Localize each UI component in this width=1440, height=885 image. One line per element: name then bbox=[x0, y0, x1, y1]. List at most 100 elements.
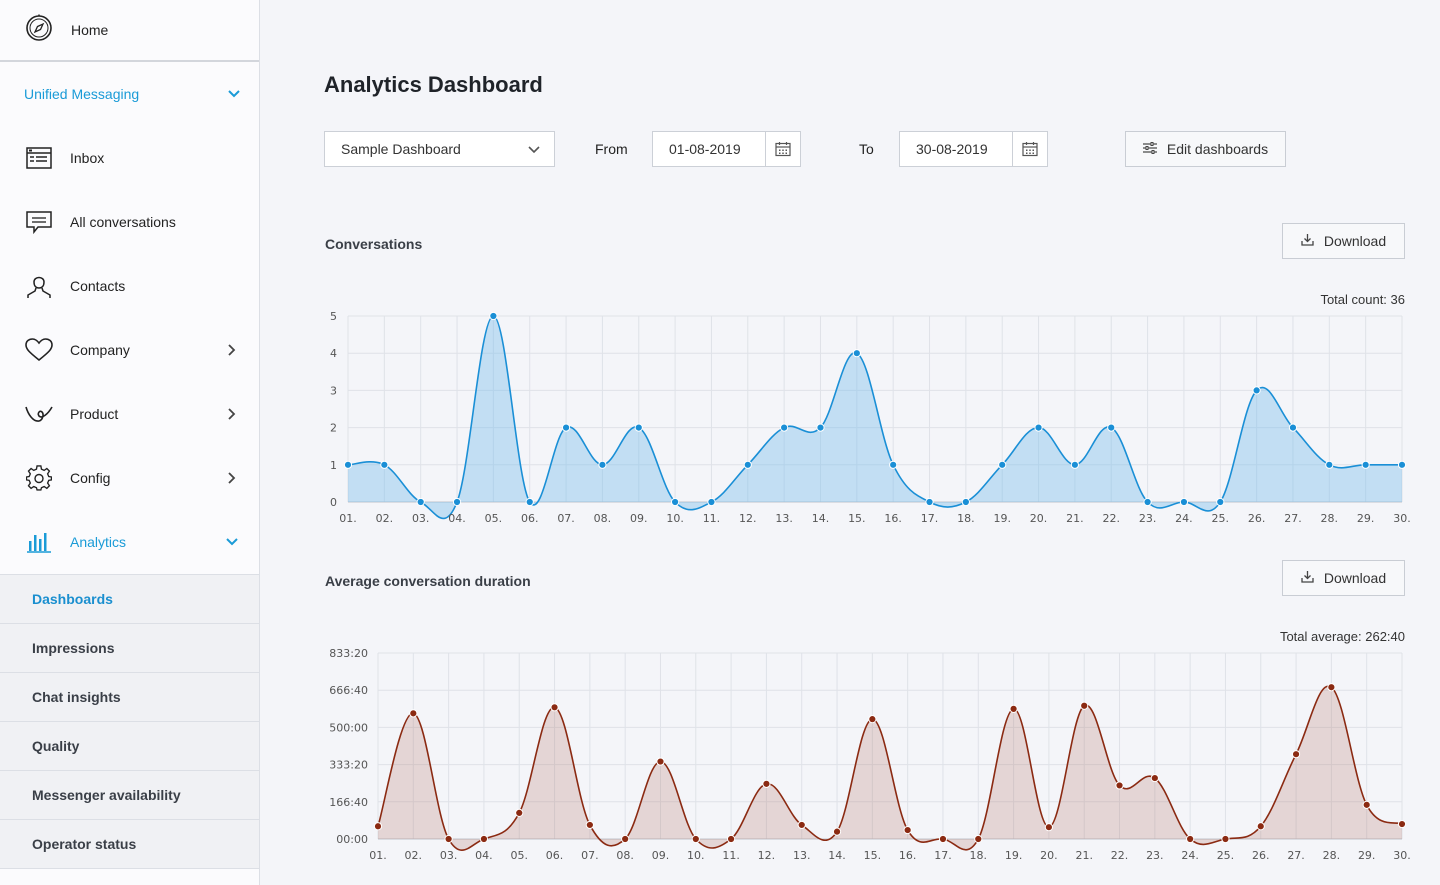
sidebar-item-label: Analytics bbox=[70, 534, 127, 550]
x-tick-label: 02. bbox=[376, 512, 394, 525]
data-point bbox=[1216, 497, 1225, 507]
data-point bbox=[1221, 834, 1230, 844]
data-point bbox=[561, 423, 571, 432]
sidebar-section-label: Unified Messaging bbox=[24, 86, 140, 102]
y-tick-label: 0 bbox=[330, 496, 337, 509]
sidebar-item-label: All conversations bbox=[70, 214, 176, 230]
sidebar-item-inbox[interactable]: Inbox bbox=[0, 126, 259, 190]
data-point bbox=[416, 497, 425, 507]
data-point bbox=[585, 820, 594, 830]
data-point bbox=[816, 423, 825, 432]
x-tick-label: 22. bbox=[1102, 512, 1120, 525]
sidebar-item-company[interactable]: Company bbox=[0, 318, 259, 382]
x-tick-label: 02. bbox=[405, 849, 423, 862]
x-tick-label: 27. bbox=[1287, 849, 1305, 862]
submenu-item-dashboards[interactable]: Dashboards bbox=[0, 575, 259, 624]
x-tick-label: 26. bbox=[1248, 512, 1266, 525]
x-tick-label: 30. bbox=[1393, 512, 1411, 525]
submenu-item-messenger-availability[interactable]: Messenger availability bbox=[0, 771, 259, 820]
duration-download-button[interactable]: Download bbox=[1282, 560, 1405, 596]
edit-dashboards-button[interactable]: Edit dashboards bbox=[1125, 131, 1286, 167]
chevron-right-icon bbox=[225, 343, 239, 357]
submenu-item-impressions[interactable]: Impressions bbox=[0, 624, 259, 673]
sidebar-section-unified-messaging[interactable]: Unified Messaging bbox=[0, 62, 259, 126]
data-point bbox=[444, 834, 453, 844]
x-tick-label: 16. bbox=[899, 849, 917, 862]
data-point bbox=[727, 834, 736, 844]
chevron-down-icon bbox=[528, 141, 540, 157]
data-point bbox=[903, 825, 912, 835]
sidebar-item-all-conversations[interactable]: All conversations bbox=[0, 190, 259, 254]
sidebar-home[interactable]: Home bbox=[0, 0, 259, 62]
x-tick-label: 20. bbox=[1030, 512, 1048, 525]
x-tick-label: 11. bbox=[722, 849, 740, 862]
x-tick-label: 24. bbox=[1175, 512, 1193, 525]
sidebar-home-label: Home bbox=[71, 22, 109, 38]
calendar-icon[interactable] bbox=[1012, 132, 1047, 166]
sidebar-item-label: Inbox bbox=[70, 150, 105, 166]
x-tick-label: 04. bbox=[475, 849, 493, 862]
gear-icon bbox=[24, 463, 54, 493]
data-point bbox=[1256, 822, 1265, 831]
conversations-chart: 0 1 2 3 4 5 01. 02. 03. 04. 05. 06. 07. 08. 09. 10. 11. 1… bbox=[330, 310, 1411, 525]
chevron-down-icon bbox=[227, 87, 241, 101]
dashboard-select-value: Sample Dashboard bbox=[341, 141, 461, 157]
x-tick-label: 08. bbox=[594, 512, 612, 525]
data-point bbox=[1044, 823, 1053, 832]
x-tick-label: 18. bbox=[957, 512, 975, 525]
data-point bbox=[656, 757, 665, 766]
x-tick-label: 21. bbox=[1066, 512, 1084, 525]
data-point bbox=[489, 311, 498, 321]
data-point bbox=[1291, 750, 1301, 759]
submenu-item-quality[interactable]: Quality bbox=[0, 722, 259, 771]
conversations-download-button[interactable]: Download bbox=[1282, 223, 1405, 259]
sidebar-item-contacts[interactable]: Contacts bbox=[0, 254, 259, 318]
y-tick-label: 2 bbox=[330, 422, 337, 435]
x-tick-label: 23. bbox=[1139, 512, 1157, 525]
chevron-right-icon bbox=[225, 471, 239, 485]
from-label: From bbox=[595, 141, 628, 157]
sidebar-item-product[interactable]: Product bbox=[0, 382, 259, 446]
data-point bbox=[1034, 423, 1043, 432]
x-tick-label: 11. bbox=[703, 512, 721, 525]
sidebar: Home Unified Messaging Inbox All convers… bbox=[0, 0, 260, 885]
x-tick-label: 15. bbox=[848, 512, 866, 525]
data-point bbox=[762, 779, 771, 788]
x-tick-label: 29. bbox=[1357, 512, 1375, 525]
x-tick-label: 07. bbox=[581, 849, 599, 862]
submenu-item-operator-status[interactable]: Operator status bbox=[0, 820, 259, 869]
to-date-field[interactable]: 30-08-2019 bbox=[899, 131, 1048, 167]
dashboard-select[interactable]: Sample Dashboard bbox=[324, 131, 555, 167]
data-point bbox=[1327, 683, 1336, 692]
y-tick-label: 333:20 bbox=[329, 759, 368, 772]
from-date-field[interactable]: 01-08-2019 bbox=[652, 131, 801, 167]
sidebar-item-analytics[interactable]: Analytics bbox=[0, 510, 259, 574]
from-date-value: 01-08-2019 bbox=[669, 141, 741, 157]
x-tick-label: 05. bbox=[510, 849, 528, 862]
x-tick-label: 25. bbox=[1212, 512, 1230, 525]
x-tick-label: 24. bbox=[1181, 849, 1199, 862]
x-tick-label: 19. bbox=[993, 512, 1011, 525]
data-point bbox=[409, 709, 418, 718]
data-point bbox=[1252, 386, 1261, 395]
x-tick-label: 13. bbox=[793, 849, 811, 862]
conversations-title: Conversations bbox=[325, 236, 423, 252]
data-point bbox=[707, 497, 716, 507]
x-tick-label: 19. bbox=[1005, 849, 1023, 862]
sidebar-item-config[interactable]: Config bbox=[0, 446, 259, 510]
sidebar-item-label: Company bbox=[70, 342, 130, 358]
submenu-item-chat-insights[interactable]: Chat insights bbox=[0, 673, 259, 722]
data-point bbox=[1009, 704, 1018, 713]
x-tick-label: 04. bbox=[448, 512, 466, 525]
data-point bbox=[1070, 460, 1079, 469]
x-tick-label: 23. bbox=[1146, 849, 1164, 862]
x-tick-label: 10. bbox=[666, 512, 684, 525]
y-tick-label: 666:40 bbox=[329, 684, 368, 697]
data-point bbox=[1115, 781, 1124, 790]
calendar-icon[interactable] bbox=[765, 132, 800, 166]
x-tick-label: 03. bbox=[412, 512, 430, 525]
x-tick-label: 14. bbox=[828, 849, 846, 862]
duration-total: Total average: 262:40 bbox=[1279, 629, 1405, 644]
data-point bbox=[797, 820, 806, 830]
x-tick-label: 30. bbox=[1393, 849, 1411, 862]
